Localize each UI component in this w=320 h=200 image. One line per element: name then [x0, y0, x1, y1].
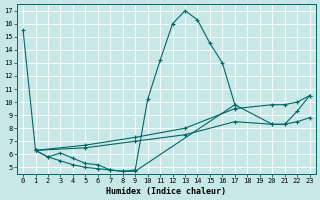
X-axis label: Humidex (Indice chaleur): Humidex (Indice chaleur): [106, 187, 226, 196]
